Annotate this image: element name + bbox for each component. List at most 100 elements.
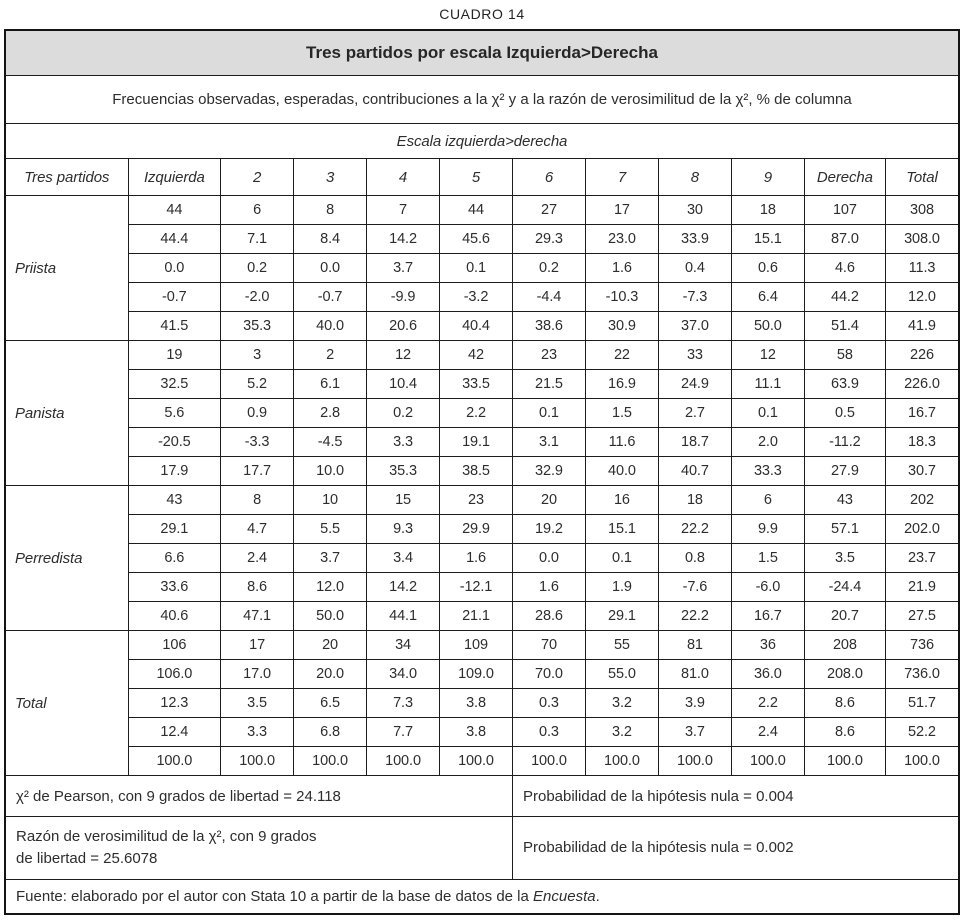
data-cell: 3.2: [584, 688, 659, 718]
data-cell: 0.5: [803, 398, 886, 428]
data-cell: 12: [730, 340, 805, 370]
title-row: Tres partidos por escala Izquierda>Derec…: [4, 29, 960, 76]
column-header: 7: [584, 158, 659, 196]
data-cell: 1.5: [584, 398, 659, 428]
data-cell: 8.6: [220, 572, 295, 602]
data-row: 12.3 3.5 6.5 7.3 3.8 0.3 3.2 3.9 2.2 8.6 51.7: [5, 688, 960, 718]
cuadro-14-table: Tres partidos por escala Izquierda>Derec…: [4, 29, 960, 915]
data-cell: -9.9: [366, 282, 441, 312]
data-cell: 8.6: [803, 717, 886, 747]
data-cell: 3.5: [220, 688, 295, 718]
data-cell: 1.6: [511, 572, 586, 602]
data-cell: 27: [511, 195, 586, 225]
table-title: Tres partidos por escala Izquierda>Derec…: [4, 29, 960, 76]
data-cell: 34.0: [366, 659, 441, 689]
data-cell: 3.3: [366, 427, 441, 457]
data-cell: 29.9: [439, 514, 513, 544]
data-cell: 52.2: [884, 717, 960, 747]
data-cell: 45.6: [439, 224, 513, 254]
pearson-chi2-cell: χ² de Pearson, con 9 grados de libertad …: [4, 775, 513, 817]
source-period: .: [595, 887, 600, 905]
data-cell: 6.5: [293, 688, 368, 718]
data-cell: 10.0: [293, 456, 368, 486]
data-cell: 8: [220, 485, 295, 515]
data-cell: 5.6: [127, 398, 222, 428]
data-cell: 32.5: [127, 369, 222, 399]
data-cell: 7.7: [366, 717, 441, 747]
data-row: 33.6 8.6 12.0 14.2 -12.1 1.6 1.9 -7.6 -6.0 -24.4 2…: [5, 572, 960, 602]
row-group-label: Perredista: [4, 485, 129, 631]
data-row: 6.6 2.4 3.7 3.4 1.6 0.0 0.1 0.8 1.5 3.5 23.7: [5, 543, 960, 573]
data-cell: 22.2: [657, 514, 732, 544]
data-cell: 28.6: [511, 601, 586, 631]
column-header: Izquierda: [127, 158, 222, 196]
data-cell: 0.0: [127, 253, 222, 283]
data-cell: -10.3: [584, 282, 659, 312]
data-cell: 40.0: [584, 456, 659, 486]
data-row: 5.6 0.9 2.8 0.2 2.2 0.1 1.5 2.7 0.1 0.5 16.7: [5, 398, 960, 428]
data-cell: 70: [511, 630, 586, 660]
data-cell: 50.0: [293, 601, 368, 631]
data-cell: -2.0: [220, 282, 295, 312]
data-cell: 18: [657, 485, 732, 515]
likelihood-stats-row: Razón de verosimilitud de la χ², con 9 g…: [4, 816, 960, 880]
data-cell: 27.5: [884, 601, 960, 631]
data-cell: 19.2: [511, 514, 586, 544]
data-cell: 23: [439, 485, 513, 515]
data-cell: 44: [127, 195, 222, 225]
data-cell: 55.0: [584, 659, 659, 689]
data-row: 100.0 100.0 100.0 100.0 100.0 100.0 100.0 100.0…: [5, 746, 960, 776]
column-header: Total: [884, 158, 960, 196]
data-cell: 736: [884, 630, 960, 660]
data-cell: 15: [366, 485, 441, 515]
data-cell: 38.5: [439, 456, 513, 486]
data-cell: 22: [584, 340, 659, 370]
column-header: 4: [366, 158, 441, 196]
data-cell: -3.3: [220, 427, 295, 457]
pearson-null-prob-cell: Probabilidad de la hipótesis nula = 0.00…: [511, 775, 960, 817]
data-row: Priista 44 6 8 7 44 27 17 30 18 107 308: [4, 195, 960, 341]
data-cell: 1.6: [584, 253, 659, 283]
data-cell: 34: [366, 630, 441, 660]
data-cell: 47.1: [220, 601, 295, 631]
data-cell: 43: [127, 485, 222, 515]
data-cell: 38.6: [511, 311, 586, 341]
data-cell: 0.6: [730, 253, 805, 283]
data-cell: 3.5: [803, 543, 886, 573]
data-cell: -11.2: [803, 427, 886, 457]
data-cell: 0.1: [584, 543, 659, 573]
data-cell: 42: [439, 340, 513, 370]
source-text: Fuente: elaborado por el autor con Stata…: [16, 887, 534, 905]
data-cell: 202: [884, 485, 960, 515]
data-cell: 11.1: [730, 369, 805, 399]
data-cell: 8: [293, 195, 368, 225]
data-cell: 6: [730, 485, 805, 515]
data-cell: 4.6: [803, 253, 886, 283]
data-cell: -20.5: [127, 427, 222, 457]
data-cell: 20: [511, 485, 586, 515]
data-cell: 27.9: [803, 456, 886, 486]
data-cell: 33.5: [439, 369, 513, 399]
data-cell: 12.3: [127, 688, 222, 718]
column-header: 8: [657, 158, 732, 196]
data-cell: 36.0: [730, 659, 805, 689]
data-cell: 4.7: [220, 514, 295, 544]
data-cell: 208: [803, 630, 886, 660]
data-cell: 36: [730, 630, 805, 660]
row-group-label: Total: [4, 630, 129, 776]
data-cell: 107: [803, 195, 886, 225]
data-cell: 3.7: [293, 543, 368, 573]
data-cell: 19: [127, 340, 222, 370]
data-row: -0.7 -2.0 -0.7 -9.9 -3.2 -4.4 -10.3 -7.3 6.4 44.2…: [5, 282, 960, 312]
data-cell: 63.9: [803, 369, 886, 399]
data-row: 41.5 35.3 40.0 20.6 40.4 38.6 30.9 37.0 50.0 51.4…: [5, 311, 960, 341]
data-cell: 0.0: [511, 543, 586, 573]
data-cell: 20.0: [293, 659, 368, 689]
data-cell: 100.0: [584, 746, 659, 776]
data-cell: 100.0: [730, 746, 805, 776]
data-cell: 44.2: [803, 282, 886, 312]
data-cell: 19.1: [439, 427, 513, 457]
data-row: -20.5 -3.3 -4.5 3.3 19.1 3.1 11.6 18.7 2.0 -11.2 1…: [5, 427, 960, 457]
data-cell: 11.3: [884, 253, 960, 283]
data-cell: 23.7: [884, 543, 960, 573]
